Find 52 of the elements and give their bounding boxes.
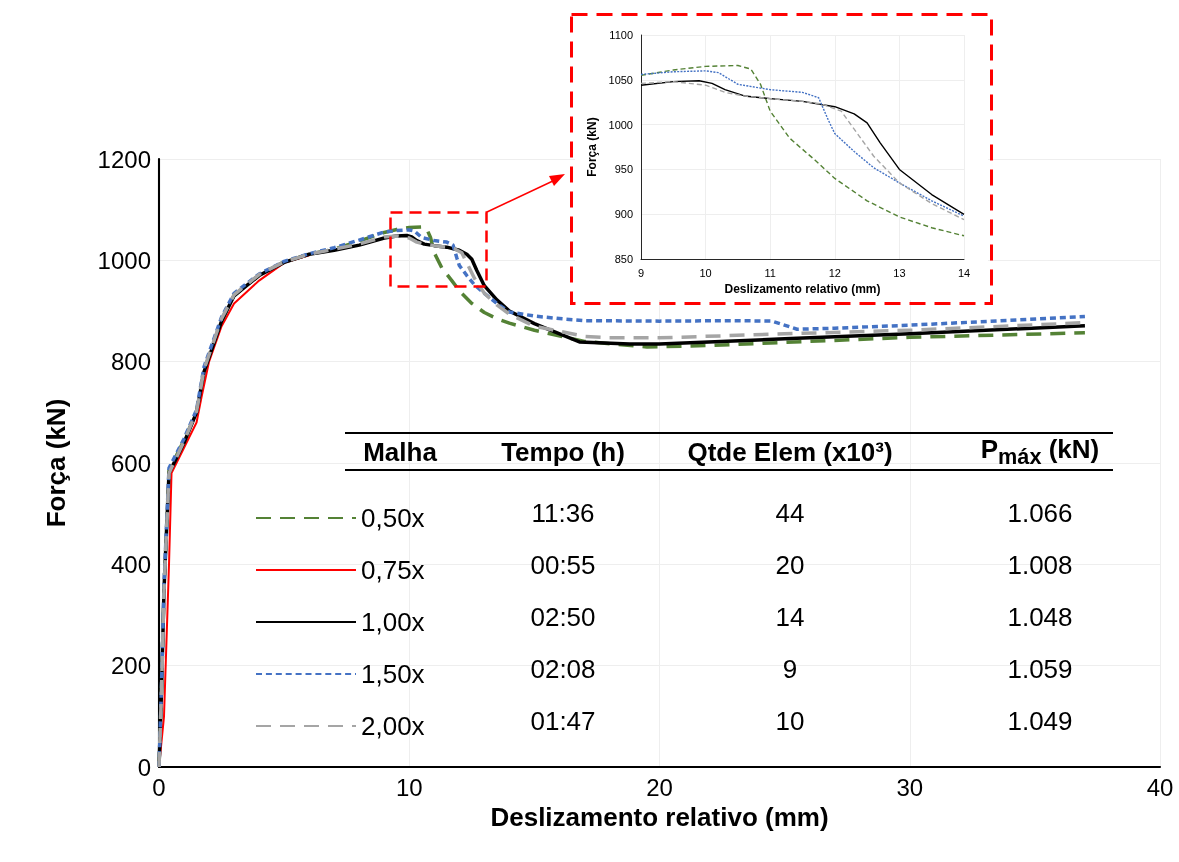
legend-label: 1,50x bbox=[361, 659, 425, 689]
x-tick-label: 9 bbox=[637, 266, 645, 279]
annotation: 1.048 bbox=[1007, 601, 1073, 633]
annotation: Tempo (h) bbox=[501, 436, 625, 468]
y-tick-label: 200 bbox=[110, 652, 151, 680]
x-axis-title: Deslizamento relativo (mm) bbox=[490, 801, 829, 832]
annotation: P$_{máx}$ (kN) bbox=[980, 433, 1100, 471]
x-axis-title: Deslizamento relativo (mm) bbox=[724, 282, 881, 296]
annotation: 02:50 bbox=[530, 601, 596, 633]
y-tick-label: 1000 bbox=[608, 118, 633, 131]
x-tick-label: 13 bbox=[893, 266, 906, 279]
y-tick-label: 1200 bbox=[97, 145, 151, 173]
annotation: 1.066 bbox=[1007, 497, 1073, 529]
legend-label: 1,00x bbox=[361, 607, 425, 637]
y-tick-label: 950 bbox=[614, 163, 633, 176]
y-tick-label: 400 bbox=[110, 550, 151, 578]
legend-label: 0,75x bbox=[361, 555, 425, 585]
line-series bbox=[640, 64, 965, 237]
annotation: 00:55 bbox=[530, 549, 596, 581]
y-tick-label: 0 bbox=[137, 753, 151, 781]
annotation: 11:36 bbox=[531, 497, 595, 529]
y-tick-label: 600 bbox=[110, 449, 151, 477]
y-tick-label: 1050 bbox=[608, 73, 633, 86]
x-tick-label: 11 bbox=[764, 266, 776, 279]
x-tick-label: 10 bbox=[699, 266, 712, 279]
annotation: 9 bbox=[782, 653, 798, 685]
annotation: 14 bbox=[775, 601, 805, 633]
annotation: Malha bbox=[363, 436, 437, 468]
annotation: 02:08 bbox=[530, 653, 596, 685]
y-tick-label: 850 bbox=[614, 253, 633, 266]
y-tick-label: 800 bbox=[110, 348, 151, 376]
y-tick-label: 1100 bbox=[609, 29, 633, 41]
x-tick-label: 20 bbox=[646, 773, 673, 801]
y-tick-label: 900 bbox=[614, 208, 633, 221]
x-tick-label: 14 bbox=[957, 266, 971, 279]
annotation: 01:47 bbox=[530, 705, 596, 737]
annotation: 44 bbox=[775, 497, 805, 529]
x-tick-label: 12 bbox=[828, 266, 841, 279]
x-tick-label: 40 bbox=[1146, 773, 1174, 801]
y-tick-label: 1000 bbox=[97, 246, 151, 274]
x-tick-label: 30 bbox=[896, 773, 924, 801]
y-axis-title: Força (kN) bbox=[41, 398, 71, 528]
annotation: 1.008 bbox=[1007, 549, 1073, 581]
annotation: 20 bbox=[775, 549, 805, 581]
annotation: 1.059 bbox=[1007, 653, 1073, 685]
annotation: 10 bbox=[775, 705, 805, 737]
legend-label: 0,50x bbox=[361, 503, 425, 533]
x-tick-label: 10 bbox=[395, 773, 423, 801]
annotation: 1.049 bbox=[1007, 705, 1073, 737]
legend-label: 2,00x bbox=[361, 711, 425, 741]
y-axis-title: Força (kN) bbox=[584, 117, 599, 177]
annotation: Qtde Elem (x10³) bbox=[687, 436, 893, 468]
